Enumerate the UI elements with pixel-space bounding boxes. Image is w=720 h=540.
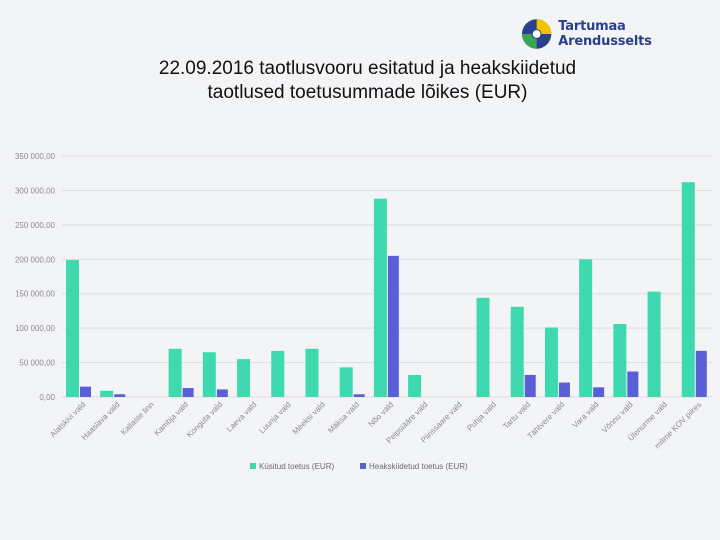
bar-approved bbox=[182, 388, 194, 397]
bar-submitted bbox=[510, 306, 524, 397]
bar-approved bbox=[695, 350, 707, 397]
x-tick-label: Konguta vald bbox=[185, 400, 224, 439]
bar-submitted bbox=[271, 350, 285, 397]
y-tick-label: 200 000,00 bbox=[15, 255, 56, 264]
bar-submitted bbox=[544, 327, 558, 397]
bar-submitted bbox=[681, 182, 695, 397]
bar-submitted bbox=[579, 259, 593, 397]
bar-approved bbox=[387, 255, 399, 397]
bar-submitted bbox=[66, 259, 79, 397]
bar-submitted bbox=[237, 359, 251, 397]
y-tick-label: 0,00 bbox=[39, 393, 55, 402]
logo: Tartumaa Arendusselts bbox=[520, 17, 720, 51]
bar-submitted bbox=[613, 324, 627, 397]
y-tick-label: 350 000,00 bbox=[15, 152, 56, 161]
x-tick-label: Kambja vald bbox=[153, 400, 190, 437]
x-tick-label: Mäksa vald bbox=[326, 400, 361, 435]
bar-submitted bbox=[408, 374, 422, 397]
x-tick-label: Nõo vald bbox=[367, 400, 396, 429]
bar-submitted bbox=[373, 198, 387, 397]
x-tick-label: Meeksi vald bbox=[291, 400, 327, 436]
x-tick-label: Võnnu vald bbox=[600, 400, 635, 435]
bar-approved bbox=[114, 394, 126, 397]
bar-approved bbox=[353, 394, 365, 397]
y-tick-label: 150 000,00 bbox=[15, 290, 56, 299]
bar-submitted bbox=[202, 352, 216, 397]
x-tick-label: Laeva vald bbox=[225, 400, 259, 434]
legend-label: Küsitud toetus (EUR) bbox=[259, 462, 334, 471]
circle-logo-icon bbox=[521, 19, 552, 49]
logo-text: Tartumaa Arendusselts bbox=[558, 19, 652, 49]
y-tick-label: 250 000,00 bbox=[15, 221, 56, 230]
bar-submitted bbox=[476, 297, 490, 397]
title-line-2: taotlused toetusummade lõikes (EUR) bbox=[207, 82, 528, 103]
bar-submitted bbox=[339, 367, 353, 397]
legend-swatch bbox=[250, 463, 256, 469]
bar-approved bbox=[524, 374, 536, 397]
x-tick-label: Tartu vald bbox=[501, 400, 532, 431]
bar-approved bbox=[558, 382, 570, 397]
bar-approved bbox=[627, 371, 639, 397]
bar-approved bbox=[216, 389, 228, 397]
bar-approved bbox=[593, 387, 605, 397]
page-title: 22.09.2016 taotlusvooru esitatud ja heak… bbox=[80, 57, 655, 105]
bar-approved bbox=[80, 386, 91, 397]
y-tick-label: 100 000,00 bbox=[15, 324, 56, 333]
x-tick-label: Kallaste linn bbox=[119, 400, 156, 437]
bar-chart: 0,00 50 000,00 100 000,00 150 000,00 200 000… bbox=[15, 152, 712, 471]
legend-label: Heakskiidetud toetus (EUR) bbox=[369, 462, 468, 471]
x-tick-label: Vara vald bbox=[571, 400, 601, 430]
x-tick-label: Puhja vald bbox=[465, 400, 498, 433]
bar-submitted bbox=[168, 348, 182, 397]
y-tick-label: 50 000,00 bbox=[19, 359, 55, 368]
title-line-1: 22.09.2016 taotlusvooru esitatud ja heak… bbox=[158, 58, 577, 79]
bar-submitted bbox=[305, 348, 319, 397]
y-tick-label: 300 000,00 bbox=[15, 186, 56, 195]
legend-swatch bbox=[360, 463, 366, 469]
x-tick-label: Luunja vald bbox=[257, 400, 292, 435]
bar-submitted bbox=[647, 291, 661, 397]
bar-submitted bbox=[100, 390, 114, 397]
